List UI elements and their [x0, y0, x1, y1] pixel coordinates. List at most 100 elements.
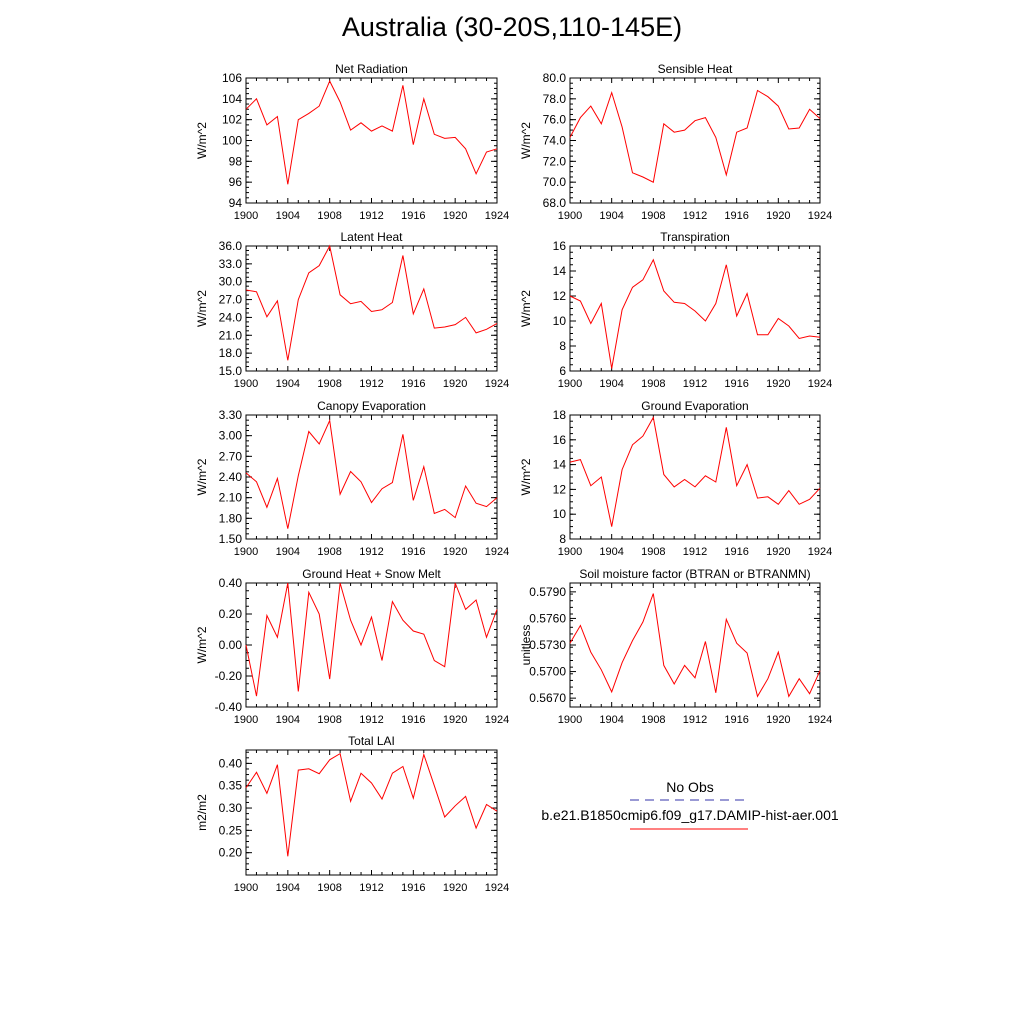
y-axis-label: m2/m2 [195, 794, 209, 831]
x-tick-label: 1912 [683, 378, 707, 390]
y-axis-label: W/m^2 [195, 626, 209, 663]
x-tick-label: 1908 [641, 714, 665, 726]
x-tick-label: 1908 [641, 210, 665, 222]
x-tick-label: 1920 [443, 378, 467, 390]
y-tick-label: 104 [222, 92, 242, 106]
y-tick-label: 10 [553, 314, 567, 328]
x-tick-label: 1920 [766, 378, 790, 390]
y-tick-label: 18 [553, 408, 567, 422]
x-tick-label: 1924 [485, 714, 509, 726]
x-tick-label: 1916 [724, 210, 748, 222]
x-tick-label: 1916 [401, 546, 425, 558]
y-tick-label: 3.30 [219, 408, 243, 422]
x-tick-label: 1916 [401, 882, 425, 894]
x-tick-label: 1920 [766, 210, 790, 222]
panel-9: Total LAI m2/m2 1900 1904 1908 1912 1916 1920 19… [195, 734, 509, 894]
y-tick-label: 2.40 [219, 470, 243, 484]
x-tick-label: 1908 [317, 882, 341, 894]
x-tick-label: 1904 [276, 546, 300, 558]
y-tick-label: 0.5670 [529, 691, 566, 705]
x-tick-label: 1912 [359, 378, 383, 390]
panel-title: Sensible Heat [658, 62, 733, 76]
legend-obs-label: No Obs [666, 779, 714, 795]
x-tick-label: 1908 [317, 714, 341, 726]
x-tick-label: 1920 [443, 882, 467, 894]
x-tick-label: 1912 [683, 210, 707, 222]
y-tick-label: 0.40 [219, 576, 243, 590]
panel-7: Ground Heat + Snow Melt W/m^2 1900 1904 1908… [195, 567, 509, 726]
y-axis-label: W/m^2 [195, 290, 209, 327]
panel-6: Ground Evaporation W/m^2 1900 1904 1908 1912 1… [519, 399, 832, 558]
y-tick-label: 10 [553, 507, 567, 521]
series-line [245, 244, 498, 361]
x-tick-label: 1920 [766, 714, 790, 726]
panel-title: Canopy Evaporation [317, 399, 426, 413]
panel-title: Ground Heat + Snow Melt [302, 567, 441, 581]
x-tick-label: 1912 [359, 546, 383, 558]
y-tick-label: 30.0 [219, 275, 243, 289]
x-tick-label: 1920 [443, 546, 467, 558]
x-tick-label: 1916 [724, 546, 748, 558]
y-tick-label: 8 [559, 339, 566, 353]
legend-case-label: b.e21.B1850cmip6.f09_g17.DAMIP-hist-aer.… [541, 807, 839, 823]
x-tick-label: 1908 [641, 546, 665, 558]
x-tick-label: 1912 [359, 882, 383, 894]
y-tick-label: 0.30 [219, 801, 243, 815]
x-tick-label: 1900 [234, 882, 258, 894]
y-tick-label: 96 [229, 175, 243, 189]
x-tick-label: 1900 [234, 210, 258, 222]
x-tick-label: 1912 [683, 546, 707, 558]
y-tick-label: -0.20 [215, 669, 243, 683]
x-tick-label: 1900 [558, 714, 582, 726]
x-tick-label: 1924 [808, 378, 832, 390]
x-tick-label: 1900 [558, 546, 582, 558]
x-tick-label: 1904 [599, 546, 623, 558]
y-tick-label: 0.35 [219, 779, 243, 793]
panel-5: Canopy Evaporation W/m^2 1900 1904 1908 1912 1… [195, 399, 509, 558]
y-tick-label: 72.0 [543, 154, 567, 168]
x-tick-label: 1912 [359, 210, 383, 222]
x-tick-label: 1916 [724, 378, 748, 390]
panel-2: Sensible Heat W/m^2 1900 1904 1908 1912 1916 19… [519, 62, 832, 222]
y-tick-label: 21.0 [219, 328, 243, 342]
x-tick-label: 1908 [317, 546, 341, 558]
x-tick-label: 1920 [443, 714, 467, 726]
series-line [569, 258, 821, 369]
panel-4: Transpiration W/m^2 1900 1904 1908 1912 1916 19… [519, 230, 832, 390]
x-tick-label: 1908 [317, 210, 341, 222]
x-tick-label: 1900 [558, 210, 582, 222]
x-tick-label: 1904 [276, 714, 300, 726]
y-tick-label: -0.40 [215, 700, 243, 714]
y-tick-label: 0.5700 [529, 665, 566, 679]
y-tick-label: 98 [229, 154, 243, 168]
x-tick-label: 1916 [401, 210, 425, 222]
panel-title: Net Radiation [335, 62, 408, 76]
y-tick-label: 12 [553, 482, 567, 496]
y-axis-label: W/m^2 [195, 458, 209, 495]
y-tick-label: 16 [553, 239, 567, 253]
y-tick-label: 0.40 [219, 756, 243, 770]
y-tick-label: 12 [553, 289, 567, 303]
panel-title: Transpiration [660, 230, 730, 244]
y-tick-label: 27.0 [219, 293, 243, 307]
y-tick-label: 0.20 [219, 846, 243, 860]
y-axis-label: W/m^2 [519, 290, 533, 327]
y-tick-label: 106 [222, 71, 242, 85]
x-tick-label: 1924 [485, 546, 509, 558]
x-tick-label: 1924 [808, 546, 832, 558]
y-tick-label: 8 [559, 532, 566, 546]
x-tick-label: 1904 [599, 210, 623, 222]
x-tick-label: 1904 [599, 378, 623, 390]
x-tick-label: 1924 [485, 882, 509, 894]
y-tick-label: 68.0 [543, 196, 567, 210]
x-tick-label: 1904 [276, 378, 300, 390]
x-tick-label: 1900 [558, 378, 582, 390]
y-tick-label: 14 [553, 458, 567, 472]
series-line [569, 89, 821, 183]
y-tick-label: 15.0 [219, 364, 243, 378]
series-line [245, 752, 498, 857]
series-line [245, 418, 498, 529]
panel-1: Net Radiation W/m^2 1900 1904 1908 1912 1916 19… [195, 62, 509, 222]
